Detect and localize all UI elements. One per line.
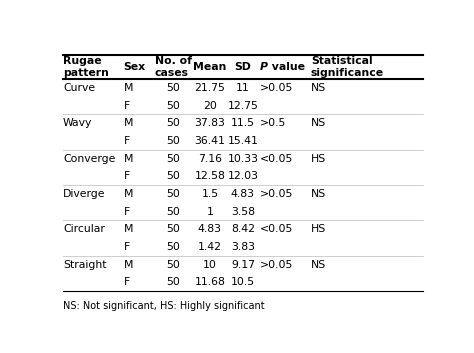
Text: 50: 50 xyxy=(166,189,180,199)
Text: NS: NS xyxy=(311,189,326,199)
Text: value: value xyxy=(267,62,304,72)
Text: 12.58: 12.58 xyxy=(194,171,225,181)
Text: 10: 10 xyxy=(203,259,217,270)
Text: F: F xyxy=(124,171,130,181)
Text: 50: 50 xyxy=(166,136,180,146)
Text: 7.16: 7.16 xyxy=(198,154,222,163)
Text: Mean: Mean xyxy=(193,62,227,72)
Text: 11.5: 11.5 xyxy=(231,118,255,128)
Text: NS: NS xyxy=(311,259,326,270)
Text: 1.5: 1.5 xyxy=(201,189,219,199)
Text: 50: 50 xyxy=(166,101,180,110)
Text: No. of
cases: No. of cases xyxy=(155,56,191,78)
Text: >0.5: >0.5 xyxy=(259,118,286,128)
Text: F: F xyxy=(124,207,130,216)
Text: 3.58: 3.58 xyxy=(231,207,255,216)
Text: 9.17: 9.17 xyxy=(231,259,255,270)
Text: M: M xyxy=(124,83,133,93)
Text: HS: HS xyxy=(311,224,326,234)
Text: NS: Not significant, HS: Highly significant: NS: Not significant, HS: Highly signific… xyxy=(63,301,264,311)
Text: NS: NS xyxy=(311,118,326,128)
Text: F: F xyxy=(124,277,130,287)
Text: NS: NS xyxy=(311,83,326,93)
Text: 1: 1 xyxy=(206,207,213,216)
Text: 11.68: 11.68 xyxy=(194,277,225,287)
Text: 1.42: 1.42 xyxy=(198,242,222,252)
Text: 50: 50 xyxy=(166,242,180,252)
Text: M: M xyxy=(124,154,133,163)
Text: <0.05: <0.05 xyxy=(259,154,293,163)
Text: 50: 50 xyxy=(166,154,180,163)
Text: 21.75: 21.75 xyxy=(194,83,225,93)
Text: Converge: Converge xyxy=(63,154,115,163)
Text: 8.42: 8.42 xyxy=(231,224,255,234)
Text: >0.05: >0.05 xyxy=(259,259,293,270)
Text: F: F xyxy=(124,101,130,110)
Text: Wavy: Wavy xyxy=(63,118,92,128)
Text: 11: 11 xyxy=(236,83,250,93)
Text: 20: 20 xyxy=(203,101,217,110)
Text: M: M xyxy=(124,224,133,234)
Text: 50: 50 xyxy=(166,224,180,234)
Text: HS: HS xyxy=(311,154,326,163)
Text: 4.83: 4.83 xyxy=(231,189,255,199)
Text: Circular: Circular xyxy=(63,224,105,234)
Text: M: M xyxy=(124,118,133,128)
Text: F: F xyxy=(124,242,130,252)
Text: Sex: Sex xyxy=(124,62,146,72)
Text: 50: 50 xyxy=(166,118,180,128)
Text: 50: 50 xyxy=(166,277,180,287)
Text: P: P xyxy=(259,62,267,72)
Text: Curve: Curve xyxy=(63,83,95,93)
Text: <0.05: <0.05 xyxy=(259,224,293,234)
Text: 12.75: 12.75 xyxy=(228,101,258,110)
Text: 4.83: 4.83 xyxy=(198,224,222,234)
Text: 50: 50 xyxy=(166,83,180,93)
Text: 50: 50 xyxy=(166,259,180,270)
Text: Straight: Straight xyxy=(63,259,107,270)
Text: M: M xyxy=(124,259,133,270)
Text: 50: 50 xyxy=(166,207,180,216)
Text: 50: 50 xyxy=(166,171,180,181)
Text: 36.41: 36.41 xyxy=(194,136,225,146)
Text: SD: SD xyxy=(235,62,251,72)
Text: Rugae
pattern: Rugae pattern xyxy=(63,56,109,78)
Text: >0.05: >0.05 xyxy=(259,189,293,199)
Text: Statistical
significance: Statistical significance xyxy=(311,56,384,78)
Text: 12.03: 12.03 xyxy=(228,171,258,181)
Text: 10.33: 10.33 xyxy=(228,154,258,163)
Text: 15.41: 15.41 xyxy=(228,136,258,146)
Text: F: F xyxy=(124,136,130,146)
Text: 3.83: 3.83 xyxy=(231,242,255,252)
Text: 37.83: 37.83 xyxy=(194,118,225,128)
Text: >0.05: >0.05 xyxy=(259,83,293,93)
Text: 10.5: 10.5 xyxy=(231,277,255,287)
Text: M: M xyxy=(124,189,133,199)
Text: Diverge: Diverge xyxy=(63,189,105,199)
